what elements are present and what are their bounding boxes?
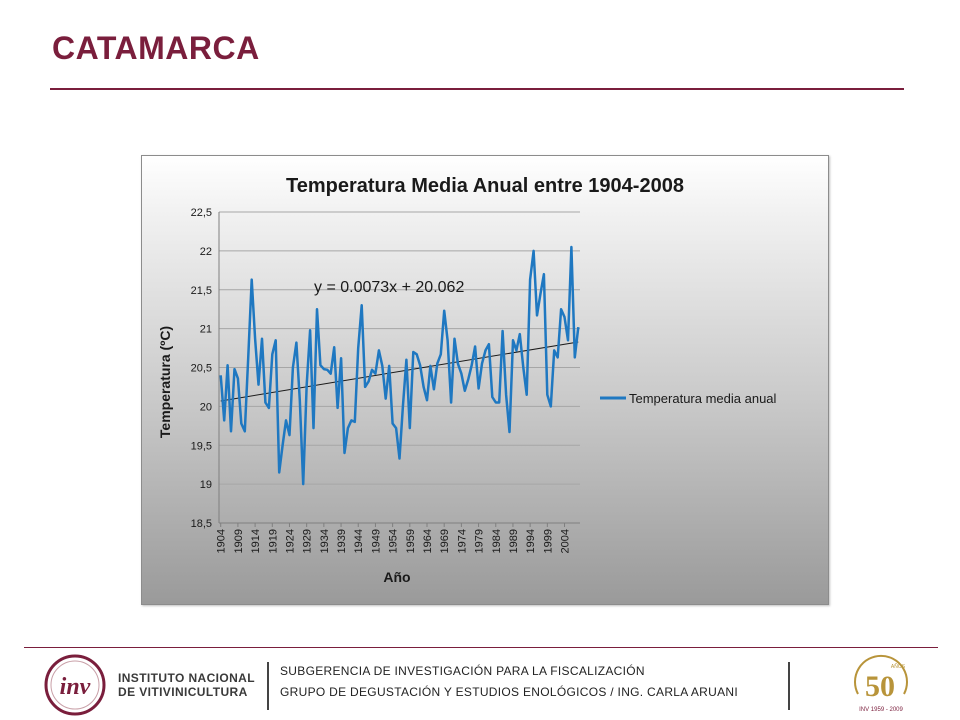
x-tick-label: 1964: [422, 529, 434, 553]
x-tick-label: 1979: [474, 529, 486, 553]
x-tick-label: 1974: [456, 529, 468, 553]
x-tick-label: 1949: [370, 529, 382, 553]
x-tick-label: 1929: [302, 529, 314, 553]
y-tick-label: 20: [200, 401, 212, 413]
y-tick-label: 21,5: [191, 285, 212, 297]
chart-container: Temperatura Media Anual entre 1904-2008 …: [141, 155, 829, 605]
x-tick-label: 1989: [508, 529, 520, 553]
legend: Temperatura media anual: [600, 391, 777, 406]
x-axis-label: Año: [383, 569, 410, 585]
x-tick-label: 1959: [405, 529, 417, 553]
anniversary-years: INV 1959 - 2009: [859, 707, 903, 713]
logo-text-line1: INSTITUTO NACIONAL: [118, 671, 255, 685]
x-tick-label: 1934: [319, 529, 331, 553]
anniversary-word: AÑOS: [891, 663, 906, 670]
x-tick-label: 1994: [525, 529, 537, 553]
x-tick-label: 1919: [267, 529, 279, 553]
x-tick-label: 1999: [542, 529, 554, 553]
logo-text-line2: DE VITIVINICULTURA: [118, 685, 248, 699]
svg-text:inv: inv: [60, 674, 91, 700]
footer-separator-right: [788, 662, 790, 710]
y-tick-label: 19,5: [191, 440, 212, 452]
y-tick-label: 18,5: [191, 518, 212, 530]
legend-label: Temperatura media anual: [629, 391, 777, 406]
footer-divider: [24, 647, 938, 648]
x-tick-label: 1984: [491, 529, 503, 553]
series-line-temperatura: [219, 245, 580, 486]
x-tick-label: 2004: [560, 529, 572, 553]
y-axis-label: Temperatura (ºC): [157, 326, 173, 438]
y-tick-label: 19: [200, 479, 212, 491]
y-tick-label: 20,5: [191, 363, 212, 375]
x-tick-label: 1924: [284, 529, 296, 553]
y-tick-label: 21: [200, 324, 212, 336]
x-axis-ticks: 1904 1909 1914 1919 1924 1929 1934 1939 1944 1949…: [216, 523, 572, 553]
trendline: [220, 341, 579, 402]
x-tick-label: 1909: [233, 529, 245, 553]
anniversary-number: 50: [865, 670, 895, 703]
footer-grupo: GRUPO DE DEGUSTACIÓN Y ESTUDIOS ENOLÓGIC…: [280, 685, 739, 699]
gridlines: [219, 211, 580, 524]
footer-separator-left: [267, 662, 269, 710]
x-tick-label: 1954: [388, 529, 400, 553]
trendline-equation: y = 0.0073x + 20.062: [314, 279, 464, 296]
y-tick-label: 22,5: [191, 207, 212, 219]
slide-title: CATAMARCA: [52, 30, 260, 66]
x-tick-label: 1969: [439, 529, 451, 553]
chart-title: Temperatura Media Anual entre 1904-2008: [286, 175, 684, 197]
x-tick-label: 1914: [250, 529, 262, 553]
anniversary-50-icon: 50 AÑOS INV 1959 - 2009: [854, 654, 908, 713]
x-tick-label: 1904: [216, 529, 228, 553]
title-divider: [50, 88, 904, 90]
y-tick-label: 22: [200, 246, 212, 258]
footer-subgerencia: SUBGERENCIA DE INVESTIGACIÓN PARA LA FIS…: [280, 664, 645, 678]
x-tick-label: 1944: [353, 529, 365, 553]
temperature-line-chart: Temperatura Media Anual entre 1904-2008 …: [157, 175, 777, 585]
inv-logo-icon: inv: [44, 654, 106, 716]
x-tick-label: 1939: [336, 529, 348, 553]
y-axis-ticks: 18,5 19 19,5 20 20,5 21 21,5 22 22,5: [191, 207, 212, 530]
